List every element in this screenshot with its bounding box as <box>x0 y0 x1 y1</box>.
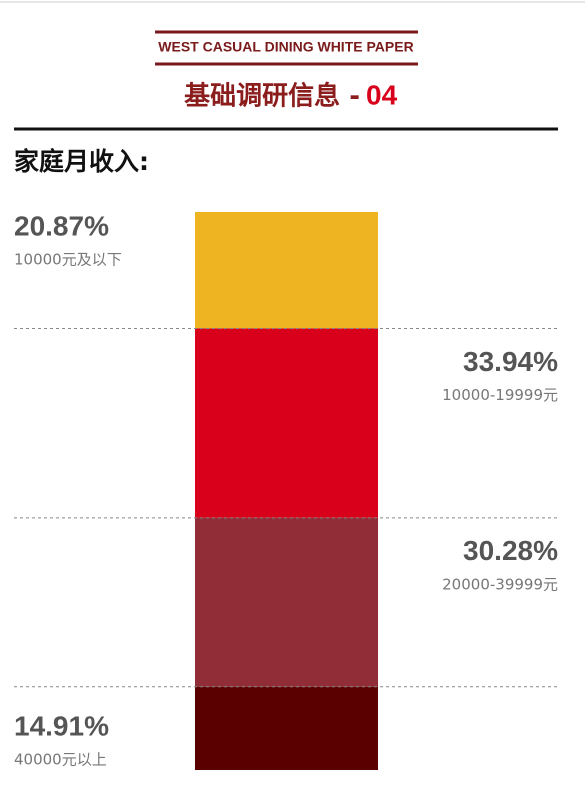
value-label: 14.91% <box>14 710 109 741</box>
subtitle: 基础调研信息 - <box>184 81 360 112</box>
bar-segment <box>195 517 378 687</box>
chart-title: WEST CASUAL DINING WHITE PAPER <box>158 39 413 55</box>
subtitle-number: 04 <box>366 79 398 110</box>
category-label: 20000-39999元 <box>442 575 558 593</box>
category-label: 10000-19999元 <box>442 386 558 404</box>
bar-segment <box>195 328 378 518</box>
value-label: 33.94% <box>463 346 558 377</box>
bar-segment <box>195 212 378 329</box>
section-heading: 家庭月收入: <box>14 147 149 176</box>
value-label: 20.87% <box>14 210 109 241</box>
value-label: 30.28% <box>463 535 558 566</box>
category-label: 10000元及以下 <box>14 251 122 269</box>
category-label: 40000元以上 <box>14 751 107 769</box>
bar-segment <box>195 686 378 770</box>
